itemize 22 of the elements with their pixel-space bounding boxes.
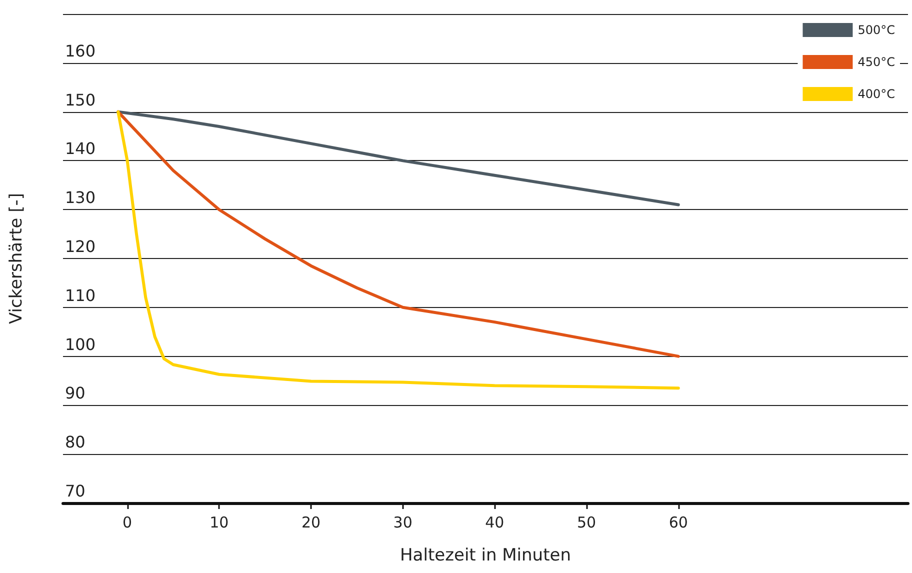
x-tick-label: 40 [485, 514, 504, 532]
y-axis-title: Vickershärte [-] [6, 193, 26, 324]
y-tick-label: 130 [65, 188, 96, 208]
y-tick-label: 140 [65, 139, 96, 158]
y-tick-label: 160 [65, 41, 96, 60]
legend-label: 450°C [858, 55, 896, 69]
x-tick-label: 30 [393, 514, 412, 532]
legend-label: 500°C [858, 23, 896, 37]
y-tick-label: 80 [65, 432, 86, 452]
x-tick-label: 50 [576, 514, 596, 532]
x-tick-label: 60 [668, 514, 688, 532]
x-tick-label: 20 [301, 514, 321, 532]
y-tick-label: 70 [65, 482, 86, 500]
legend-label: 400°C [858, 87, 896, 101]
y-tick-label: 90 [65, 384, 86, 403]
x-tick-label: 10 [210, 514, 229, 532]
y-tick-label: 120 [65, 237, 96, 256]
y-tick-label: 110 [65, 286, 96, 305]
x-tick-label: 0 [122, 514, 132, 532]
y-tick-label: 100 [65, 334, 96, 354]
y-tick-label: 150 [65, 90, 96, 110]
x-axis-title: Haltezeit in Minuten [400, 546, 571, 566]
